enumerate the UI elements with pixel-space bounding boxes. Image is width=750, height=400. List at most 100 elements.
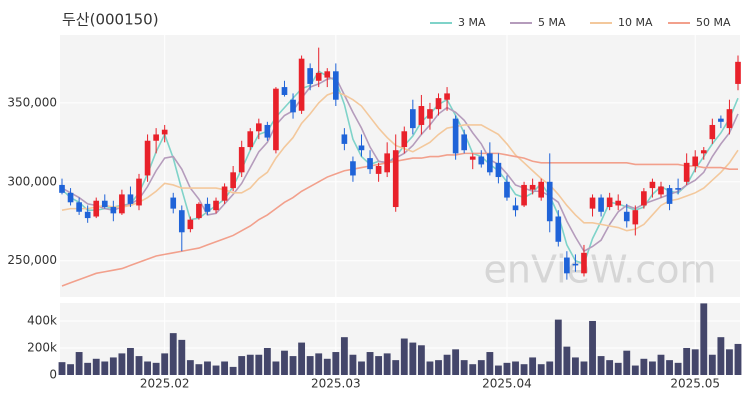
candle-body xyxy=(350,161,356,176)
candle-body xyxy=(247,131,254,148)
volume-bar xyxy=(409,342,417,375)
candle-body xyxy=(204,203,211,212)
candle-body xyxy=(401,131,408,148)
volume-bar xyxy=(289,356,297,375)
volume-bar xyxy=(161,353,169,375)
volume-bar xyxy=(640,358,648,375)
candle-body xyxy=(196,203,202,219)
x-tick-label: 2025.02 xyxy=(140,377,190,391)
volume-bar xyxy=(109,357,117,375)
candle-body xyxy=(67,192,74,203)
x-tick-label: 2025.04 xyxy=(482,377,532,391)
volume-bar xyxy=(734,343,742,375)
volume-bar xyxy=(452,349,460,375)
candle-body xyxy=(101,200,108,208)
candle-body xyxy=(418,106,425,125)
volume-bar xyxy=(84,362,92,375)
candle-body xyxy=(598,197,604,212)
candle-body xyxy=(119,194,125,214)
candle-body xyxy=(589,197,596,209)
candle-body xyxy=(538,181,545,198)
volume-bar xyxy=(529,357,537,375)
ma-line xyxy=(61,90,739,232)
volume-bar xyxy=(58,362,66,375)
candle-body xyxy=(161,129,168,135)
volume-bar xyxy=(349,354,357,375)
candle-body xyxy=(461,134,468,151)
volume-bar xyxy=(717,337,725,375)
volume-bar xyxy=(691,349,699,375)
volume-bar xyxy=(580,361,588,375)
volume-bar xyxy=(229,366,237,375)
candle-body xyxy=(255,123,262,132)
volume-bar xyxy=(101,361,109,375)
volume-bar xyxy=(417,345,425,375)
candle-body xyxy=(178,210,185,233)
volume-bar xyxy=(323,358,331,375)
y-tick-label: 200k xyxy=(27,340,57,354)
volume-bar xyxy=(152,362,160,375)
candle-body xyxy=(332,71,339,100)
candle-body xyxy=(273,88,279,151)
candle-body xyxy=(358,145,365,151)
volume-bar xyxy=(649,361,656,375)
candle-body xyxy=(666,188,673,204)
candle-body xyxy=(375,166,382,174)
y-tick-label: 350,000 xyxy=(7,95,57,109)
volume-bar xyxy=(614,362,622,375)
candle-body xyxy=(230,172,236,189)
chart-title: 두산(000150) xyxy=(62,11,159,29)
volume-bar xyxy=(169,333,177,375)
volume-bar xyxy=(195,364,203,375)
volume-bar xyxy=(477,360,485,375)
volume-bar xyxy=(657,354,665,375)
candle-body xyxy=(435,98,442,110)
volume-bar xyxy=(298,342,306,375)
volume-bar xyxy=(135,356,143,375)
candle-body xyxy=(84,211,91,219)
candle-body xyxy=(709,124,716,140)
volume-bar xyxy=(708,354,716,375)
volume-bar xyxy=(306,356,314,375)
candle-body xyxy=(632,210,639,225)
candle-body xyxy=(495,162,502,178)
volume-bar xyxy=(144,361,151,375)
y-tick-label: 0 xyxy=(49,368,57,382)
volume-bar xyxy=(435,360,442,375)
candle-body xyxy=(315,72,322,81)
candle-body xyxy=(735,61,741,84)
candle-body xyxy=(692,156,699,166)
candle-body xyxy=(410,109,416,129)
volume-bar xyxy=(683,347,691,375)
volume-bar xyxy=(512,361,519,375)
candle-body xyxy=(76,202,82,212)
volume-bar xyxy=(212,365,220,375)
legend: 3 MA 5 MA 10 MA 50 MA xyxy=(430,16,731,29)
candle-body xyxy=(427,109,433,119)
candle-body xyxy=(93,200,100,217)
candle-body xyxy=(298,58,305,111)
candle-body xyxy=(572,263,579,266)
candle-body xyxy=(606,197,613,208)
volume-bar xyxy=(554,319,562,375)
candle-body xyxy=(367,158,373,170)
candle-body xyxy=(521,184,527,206)
volume-bar xyxy=(597,356,605,375)
volume-bar xyxy=(520,364,528,375)
volume-bar xyxy=(426,361,434,375)
candle-body xyxy=(324,71,331,78)
candle-body xyxy=(546,181,553,222)
volume-bar xyxy=(92,358,100,375)
volume-bar xyxy=(674,362,682,375)
candle-body xyxy=(281,87,288,95)
volume-bar xyxy=(281,350,288,375)
candle-body xyxy=(290,99,296,113)
y-tick-label: 300,000 xyxy=(7,174,57,188)
candle-body xyxy=(658,186,664,195)
volume-bar xyxy=(606,360,614,375)
y-tick-label: 250,000 xyxy=(7,253,57,267)
volume-bar xyxy=(700,303,708,375)
volume-bar xyxy=(726,349,733,375)
legend-label: 5 MA xyxy=(538,16,566,29)
